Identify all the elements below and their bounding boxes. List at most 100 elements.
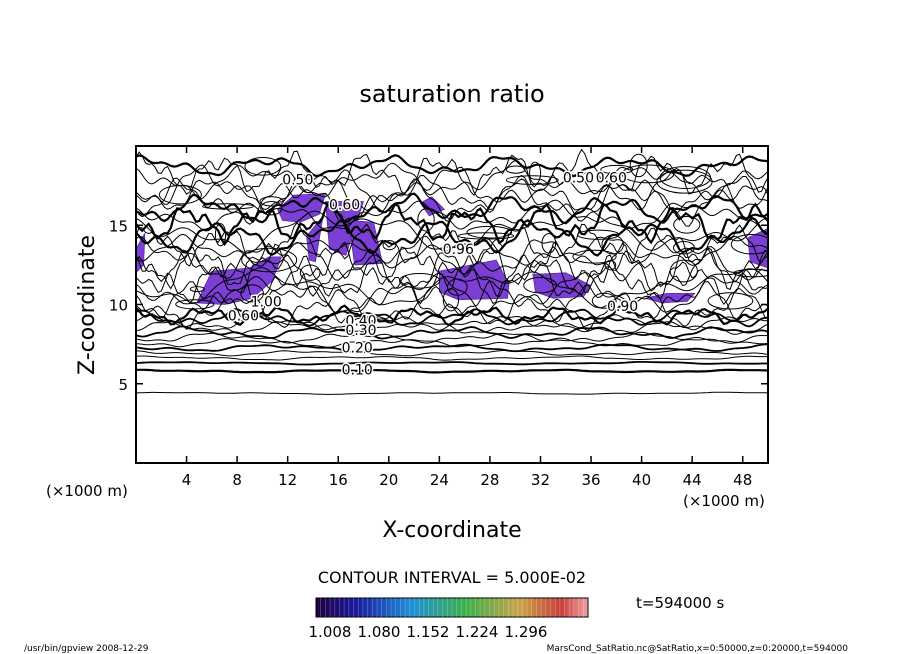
contour-loop bbox=[202, 203, 254, 210]
x-tick-label: 36 bbox=[581, 471, 600, 489]
x-tick-label: 28 bbox=[480, 471, 499, 489]
contour-loop bbox=[175, 299, 215, 310]
x-tick-label: 40 bbox=[632, 471, 651, 489]
contour-label: 0.40 bbox=[345, 313, 376, 329]
contour-label: 0.90 bbox=[607, 299, 638, 315]
x-axis-ticks: 4 8 12 16 20 24 28 32 36 40 44 48 bbox=[182, 146, 752, 489]
contour-label: 0.50 bbox=[282, 172, 313, 188]
contour-loop bbox=[260, 201, 283, 216]
x-tick-label: 12 bbox=[278, 471, 297, 489]
contour-line bbox=[136, 355, 768, 361]
contour-loop bbox=[240, 284, 264, 303]
contour-line bbox=[136, 308, 768, 328]
contour-loop bbox=[629, 153, 648, 178]
x-tick-label: 8 bbox=[232, 471, 242, 489]
contour-loop bbox=[581, 172, 595, 181]
contour-line bbox=[136, 221, 768, 267]
y-unit-label: (×1000 m) bbox=[46, 482, 128, 500]
contour-loop bbox=[382, 240, 397, 251]
contour-line bbox=[136, 199, 768, 234]
colorbar-tick-labels: 1.008 1.080 1.152 1.224 1.296 bbox=[309, 623, 548, 641]
y-axis-ticks: 5 10 15 bbox=[109, 217, 768, 394]
footer-right: MarsCond_SatRatio.nc@SatRatio,x=0:50000,… bbox=[547, 644, 849, 654]
contour-loop bbox=[669, 259, 698, 283]
y-axis-label: Z-coordinate bbox=[75, 235, 100, 375]
contour-loop bbox=[466, 225, 513, 239]
contour-loop bbox=[733, 268, 768, 278]
colorbar-tick-label: 1.080 bbox=[358, 623, 401, 641]
contour-line bbox=[136, 177, 768, 227]
contour-line bbox=[136, 325, 768, 340]
contour-label: 0.20 bbox=[342, 340, 373, 356]
contour-loop bbox=[299, 264, 321, 281]
contour-loop bbox=[259, 196, 284, 207]
contour-loop bbox=[673, 241, 695, 255]
contour-line bbox=[136, 216, 768, 257]
contour-line bbox=[136, 304, 768, 327]
x-tick-label: 4 bbox=[182, 471, 192, 489]
contour-label: 0.10 bbox=[342, 363, 373, 379]
supersaturated-region bbox=[277, 193, 327, 223]
contour-loop bbox=[399, 273, 441, 289]
contour-loop bbox=[158, 185, 202, 205]
x-tick-label: 20 bbox=[379, 471, 398, 489]
x-unit-label: (×1000 m) bbox=[683, 492, 765, 510]
time-label: t=594000 s bbox=[636, 594, 724, 612]
contour-label: 0.60 bbox=[329, 198, 360, 214]
x-tick-label: 48 bbox=[733, 471, 752, 489]
contour-loop bbox=[447, 278, 468, 296]
contour-line bbox=[136, 200, 768, 247]
colorbar-stripes bbox=[320, 598, 584, 617]
y-tick-label: 15 bbox=[109, 217, 128, 235]
colorbar-tick-label: 1.296 bbox=[505, 623, 548, 641]
contour-loop bbox=[241, 247, 298, 273]
contour-interval-text: CONTOUR INTERVAL = 5.000E-02 bbox=[318, 568, 586, 587]
contour-line bbox=[136, 207, 768, 254]
contour-loop bbox=[577, 229, 620, 240]
contour-line bbox=[136, 285, 768, 332]
contour-label: 0.96 bbox=[443, 242, 474, 258]
plot-frame bbox=[135, 145, 769, 464]
contour-line bbox=[136, 235, 768, 282]
x-tick-label: 32 bbox=[531, 471, 550, 489]
contour-loop bbox=[505, 175, 559, 185]
contour-label: 0.30 bbox=[345, 323, 376, 339]
contour-line bbox=[136, 337, 768, 348]
contour-loop bbox=[505, 165, 526, 174]
colorbar-tick-label: 1.224 bbox=[456, 623, 499, 641]
supersaturated-region bbox=[419, 196, 446, 217]
contour-loop bbox=[707, 292, 754, 310]
contour-label: 0.50 bbox=[563, 171, 594, 187]
colorbar bbox=[315, 597, 589, 618]
x-tick-label: 24 bbox=[430, 471, 449, 489]
contour-loop bbox=[523, 277, 557, 294]
contour-line bbox=[136, 361, 768, 366]
chart-title: saturation ratio bbox=[359, 80, 544, 108]
contour-label: 1.00 bbox=[251, 294, 282, 310]
colorbar-tick-label: 1.152 bbox=[407, 623, 450, 641]
contour-loop bbox=[244, 157, 282, 176]
contour-loop bbox=[673, 216, 701, 234]
contour-line bbox=[136, 368, 768, 374]
footer-left: /usr/bin/gpview 2008-12-29 bbox=[24, 644, 149, 654]
contour-loop bbox=[656, 169, 713, 194]
colorbar-tick-label: 1.008 bbox=[309, 623, 352, 641]
plot-area: 0.50 0.50 0.600.600.961.000.60 0.400.300.20… bbox=[136, 148, 768, 395]
contour-loop bbox=[591, 292, 617, 309]
contour-line bbox=[136, 271, 768, 317]
contour-label: 0.60 bbox=[228, 309, 259, 325]
contour-loop bbox=[189, 286, 205, 293]
contour-loop bbox=[600, 164, 634, 175]
contour-loop bbox=[541, 233, 557, 254]
contour-loop bbox=[601, 234, 624, 255]
contour-line bbox=[136, 240, 768, 292]
contour-lines bbox=[136, 148, 768, 395]
contour-line bbox=[136, 349, 768, 357]
contour-loop bbox=[572, 249, 617, 264]
x-tick-label: 16 bbox=[329, 471, 348, 489]
y-tick-label: 10 bbox=[109, 297, 128, 315]
contour-loop bbox=[214, 223, 227, 247]
contour-loop bbox=[417, 208, 435, 232]
contour-label: 0.60 bbox=[596, 171, 627, 187]
